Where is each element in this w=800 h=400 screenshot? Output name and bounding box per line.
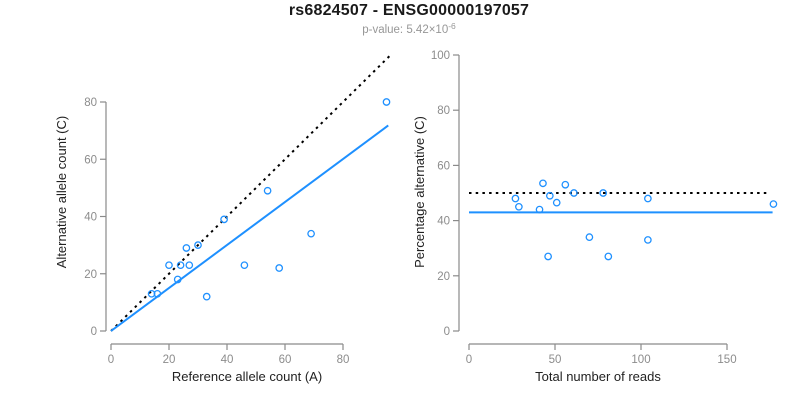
figure-subtitle: p-value: 5.42×10-6 bbox=[9, 21, 800, 36]
data-point bbox=[153, 289, 162, 298]
data-point bbox=[769, 200, 778, 208]
x-tick-label: 0 bbox=[466, 354, 472, 366]
data-point bbox=[545, 191, 554, 200]
y-tick-label: 40 bbox=[84, 212, 97, 224]
figure-title: rs6824507 - ENSG00000197057 bbox=[288, 2, 530, 19]
fit-line bbox=[110, 124, 389, 332]
data-point bbox=[644, 236, 652, 244]
x-axis-title: Total number of reads bbox=[535, 369, 661, 384]
y-tick-label: 60 bbox=[84, 154, 97, 166]
y-axis: 0 20 40 60 80 100 bbox=[431, 50, 460, 338]
data-point bbox=[644, 194, 652, 203]
y-tick-label: 60 bbox=[437, 160, 450, 172]
y-axis-title: Percentage alternative (C) bbox=[412, 116, 427, 268]
data-point bbox=[307, 229, 315, 238]
y-tick-label: 100 bbox=[431, 50, 450, 62]
y-tick-label: 40 bbox=[437, 216, 450, 228]
data-point bbox=[202, 292, 211, 301]
data-points bbox=[511, 179, 778, 261]
x-tick-label: 0 bbox=[108, 354, 114, 366]
pvalue-exponent: -6 bbox=[448, 21, 456, 31]
x-axis-title: Reference allele count (A) bbox=[172, 369, 322, 384]
y-tick-label: 80 bbox=[437, 105, 450, 117]
data-point bbox=[544, 252, 552, 261]
x-axis: 0 20 40 60 80 bbox=[108, 343, 350, 366]
y-tick-label: 20 bbox=[437, 271, 450, 283]
x-tick-label: 40 bbox=[221, 354, 234, 366]
data-point bbox=[182, 244, 191, 252]
x-tick-label: 20 bbox=[163, 354, 176, 366]
data-point bbox=[539, 179, 547, 188]
data-point bbox=[275, 264, 284, 272]
y-tick-label: 80 bbox=[84, 97, 97, 109]
data-point bbox=[185, 261, 194, 270]
data-point bbox=[176, 261, 185, 270]
scatter-panel-allele-counts: 0 20 40 60 80 0 20 40 60 80 Reference allele count… bbox=[54, 54, 392, 384]
data-point bbox=[585, 233, 594, 242]
data-point bbox=[382, 98, 391, 106]
y-axis-title: Alternative allele count (C) bbox=[54, 116, 69, 268]
x-axis: 0 50 100 150 bbox=[466, 343, 737, 366]
data-point bbox=[263, 186, 272, 195]
y-tick-label: 20 bbox=[84, 269, 97, 281]
x-tick-label: 60 bbox=[279, 354, 292, 366]
data-point bbox=[194, 241, 202, 249]
identity-line bbox=[110, 54, 392, 332]
data-point bbox=[552, 198, 561, 207]
data-point bbox=[604, 252, 613, 261]
pvalue-text: p-value: 5.42×10 bbox=[362, 24, 449, 36]
data-point bbox=[165, 261, 173, 270]
data-point bbox=[570, 189, 578, 197]
x-tick-label: 50 bbox=[549, 354, 562, 366]
data-point bbox=[173, 275, 182, 284]
y-tick-label: 0 bbox=[444, 326, 450, 338]
data-point bbox=[515, 202, 523, 211]
x-tick-label: 100 bbox=[631, 354, 650, 366]
y-tick-label: 0 bbox=[91, 326, 97, 338]
data-point bbox=[561, 180, 570, 189]
data-point bbox=[240, 261, 249, 270]
x-tick-label: 150 bbox=[717, 354, 736, 366]
y-axis: 0 20 40 60 80 bbox=[84, 97, 107, 338]
scatter-panel-percentage-vs-reads: 0 20 40 60 80 100 0 50 100 150 Total number of rea… bbox=[412, 50, 778, 384]
data-point bbox=[535, 205, 544, 214]
x-tick-label: 80 bbox=[337, 354, 350, 366]
data-point bbox=[511, 194, 520, 203]
data-point bbox=[220, 215, 228, 224]
data-point bbox=[599, 189, 608, 197]
data-points bbox=[147, 98, 391, 301]
